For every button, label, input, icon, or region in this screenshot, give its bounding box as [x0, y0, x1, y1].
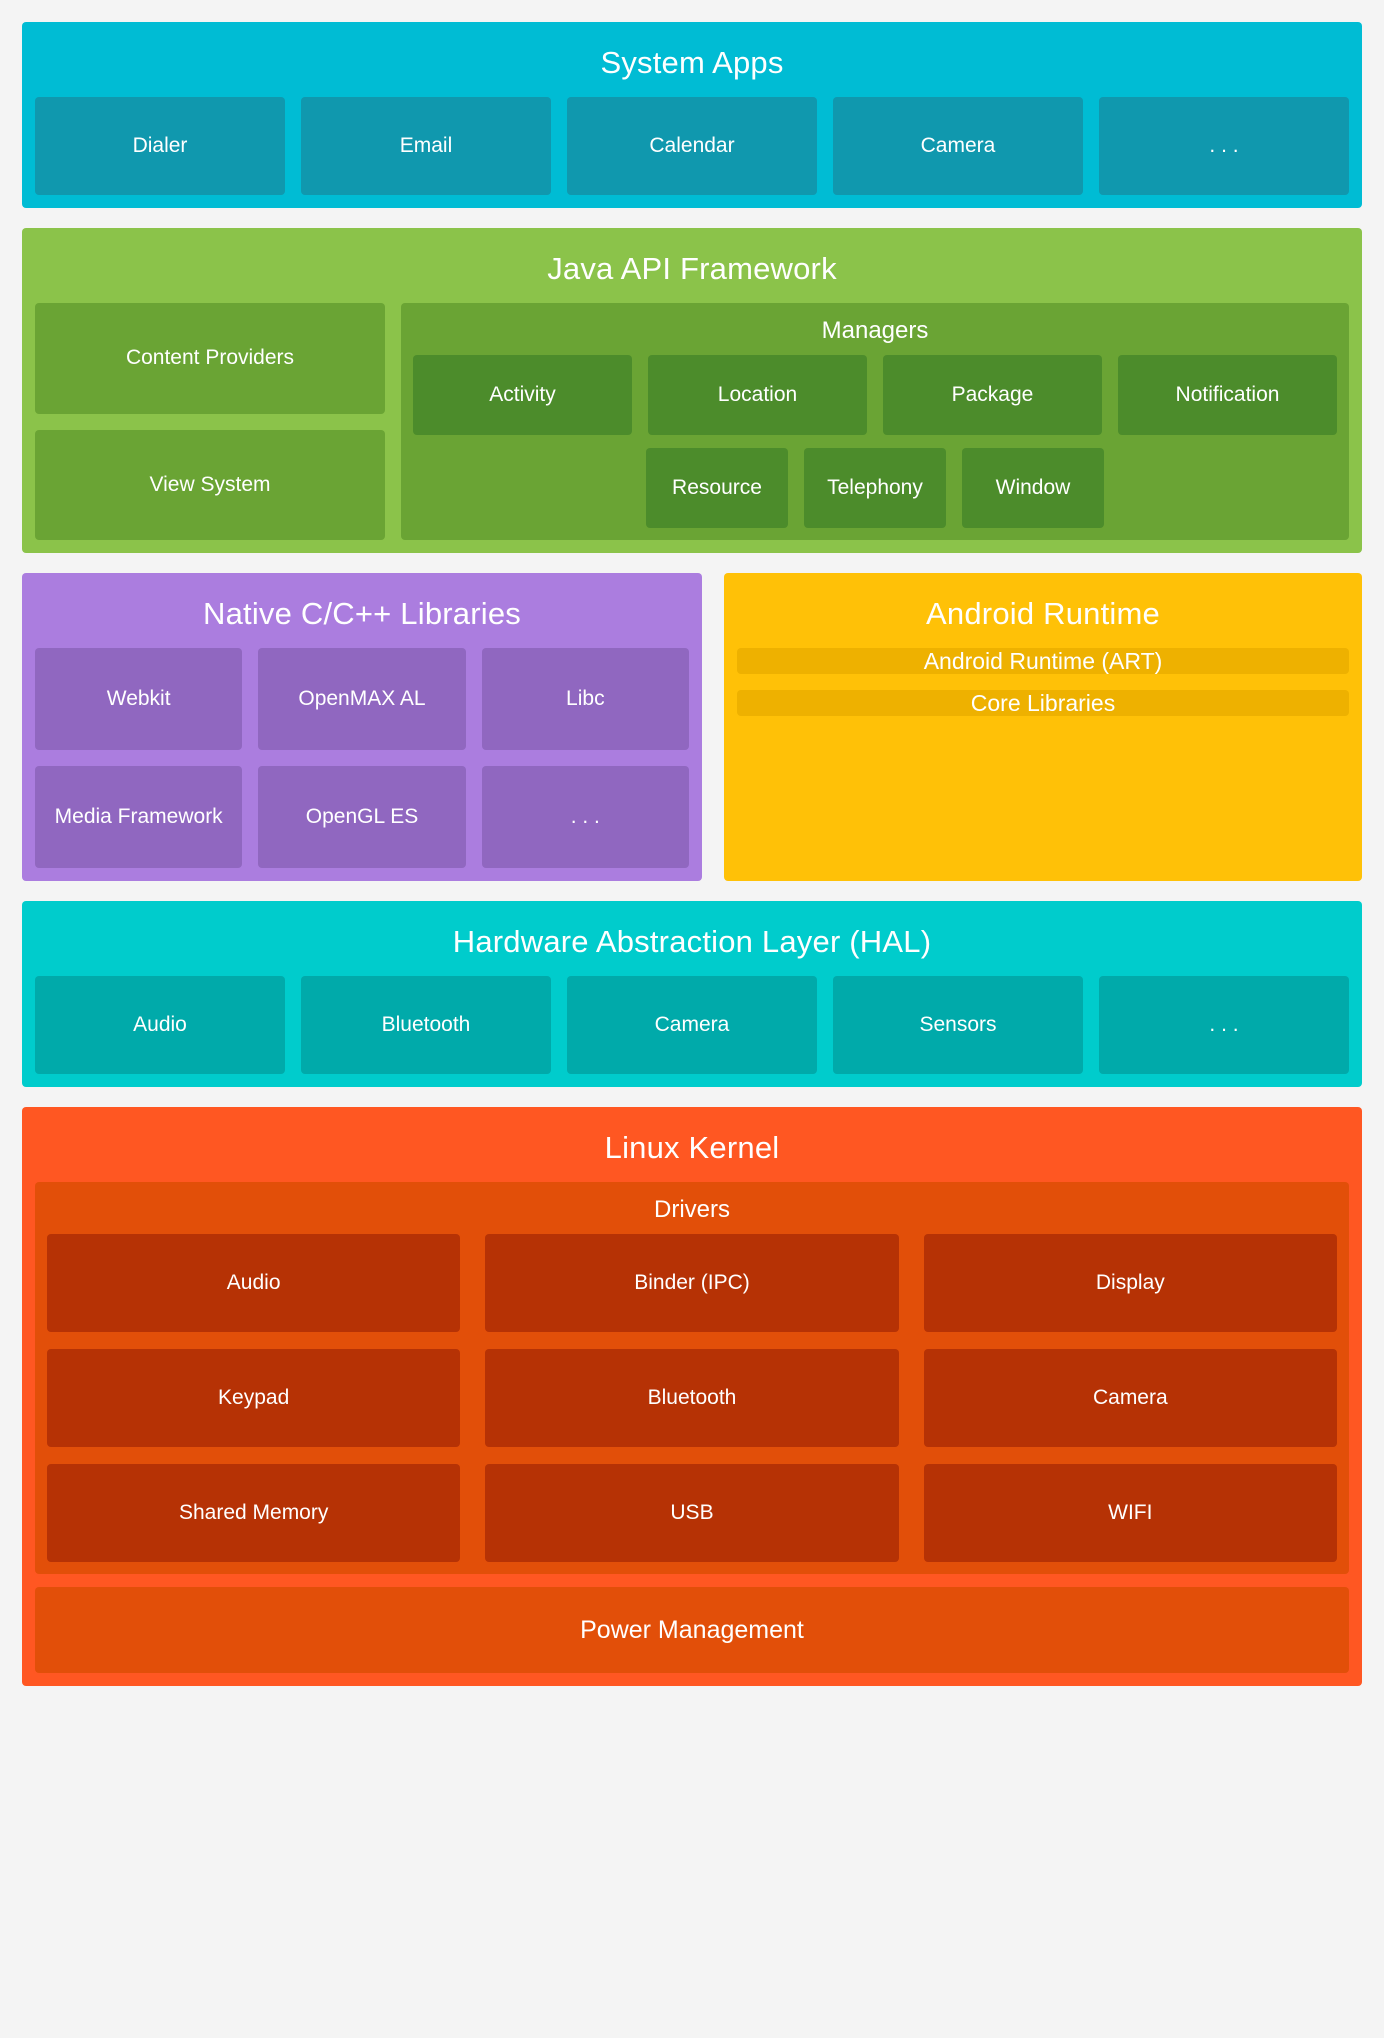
hal-title: Hardware Abstraction Layer (HAL): [452, 924, 932, 959]
manager-location[interactable]: Location: [648, 355, 867, 435]
framework-left-column: Content Providers View System: [35, 303, 385, 540]
java-api-framework-title: Java API Framework: [547, 251, 837, 286]
managers-title: Managers: [821, 317, 929, 344]
drivers-row-2: Keypad Bluetooth Camera: [47, 1349, 1337, 1447]
framework-view-system[interactable]: View System: [35, 429, 385, 540]
system-apps-title: System Apps: [600, 45, 784, 80]
layer-android-runtime: Android Runtime Android Runtime (ART) Co…: [724, 573, 1362, 881]
native-libraries-title: Native C/C++ Libraries: [203, 596, 521, 631]
hal-more-ellipsis[interactable]: . . .: [1099, 976, 1349, 1074]
app-camera[interactable]: Camera: [833, 97, 1083, 195]
drivers-title: Drivers: [654, 1196, 730, 1223]
native-and-runtime-row: Native C/C++ Libraries Webkit OpenMAX AL…: [22, 573, 1362, 881]
driver-audio[interactable]: Audio: [47, 1234, 461, 1332]
layer-system-apps: System Apps Dialer Email Calendar Camera…: [22, 22, 1362, 208]
native-row-2: Media Framework OpenGL ES . . .: [35, 766, 689, 868]
drivers-row-3: Shared Memory USB WIFI: [47, 1464, 1337, 1562]
driver-binder-ipc[interactable]: Binder (IPC): [485, 1234, 899, 1332]
manager-package[interactable]: Package: [883, 355, 1102, 435]
android-runtime-items: Android Runtime (ART) Core Libraries: [737, 648, 1349, 716]
driver-wifi[interactable]: WIFI: [923, 1464, 1337, 1562]
manager-notification[interactable]: Notification: [1118, 355, 1337, 435]
driver-display[interactable]: Display: [923, 1234, 1337, 1332]
layer-java-api-framework: Java API Framework Content Providers Vie…: [22, 228, 1362, 553]
native-media-framework[interactable]: Media Framework: [35, 766, 243, 868]
driver-bluetooth[interactable]: Bluetooth: [485, 1349, 899, 1447]
app-calendar[interactable]: Calendar: [567, 97, 817, 195]
managers-row-2: Resource Telephony Window: [413, 448, 1337, 528]
manager-window[interactable]: Window: [962, 448, 1104, 528]
power-management-block[interactable]: Power Management: [35, 1587, 1349, 1673]
layer-native-libraries: Native C/C++ Libraries Webkit OpenMAX AL…: [22, 573, 702, 881]
app-email[interactable]: Email: [301, 97, 551, 195]
hal-sensors[interactable]: Sensors: [833, 976, 1083, 1074]
linux-kernel-title: Linux Kernel: [604, 1130, 780, 1165]
managers-container: Managers Activity Location Package Notif…: [401, 303, 1349, 540]
driver-camera[interactable]: Camera: [923, 1349, 1337, 1447]
native-webkit[interactable]: Webkit: [35, 648, 243, 750]
driver-keypad[interactable]: Keypad: [47, 1349, 461, 1447]
native-opengl-es[interactable]: OpenGL ES: [258, 766, 466, 868]
driver-shared-memory[interactable]: Shared Memory: [47, 1464, 461, 1562]
manager-telephony[interactable]: Telephony: [804, 448, 946, 528]
manager-activity[interactable]: Activity: [413, 355, 632, 435]
drivers-container: Drivers Audio Binder (IPC) Display Keypa…: [35, 1182, 1349, 1574]
managers-row-1: Activity Location Package Notification: [413, 355, 1337, 435]
native-row-1: Webkit OpenMAX AL Libc: [35, 648, 689, 750]
manager-resource[interactable]: Resource: [646, 448, 788, 528]
app-dialer[interactable]: Dialer: [35, 97, 285, 195]
native-libraries-grid: Webkit OpenMAX AL Libc Media Framework O…: [35, 648, 689, 868]
driver-usb[interactable]: USB: [485, 1464, 899, 1562]
layer-hal: Hardware Abstraction Layer (HAL) Audio B…: [22, 901, 1362, 1087]
hal-modules-row: Audio Bluetooth Camera Sensors . . .: [35, 976, 1349, 1074]
android-runtime-title: Android Runtime: [926, 596, 1160, 631]
native-openmax-al[interactable]: OpenMAX AL: [258, 648, 466, 750]
java-api-framework-body: Content Providers View System Managers A…: [35, 303, 1349, 540]
app-more-ellipsis[interactable]: . . .: [1099, 97, 1349, 195]
runtime-art[interactable]: Android Runtime (ART): [737, 648, 1349, 674]
hal-audio[interactable]: Audio: [35, 976, 285, 1074]
drivers-row-1: Audio Binder (IPC) Display: [47, 1234, 1337, 1332]
framework-content-providers[interactable]: Content Providers: [35, 303, 385, 414]
native-more-ellipsis[interactable]: . . .: [481, 766, 689, 868]
runtime-core-libraries[interactable]: Core Libraries: [737, 690, 1349, 716]
hal-bluetooth[interactable]: Bluetooth: [301, 976, 551, 1074]
system-apps-row: Dialer Email Calendar Camera . . .: [35, 97, 1349, 195]
native-libc[interactable]: Libc: [481, 648, 689, 750]
hal-camera[interactable]: Camera: [567, 976, 817, 1074]
layer-linux-kernel: Linux Kernel Drivers Audio Binder (IPC) …: [22, 1107, 1362, 1686]
